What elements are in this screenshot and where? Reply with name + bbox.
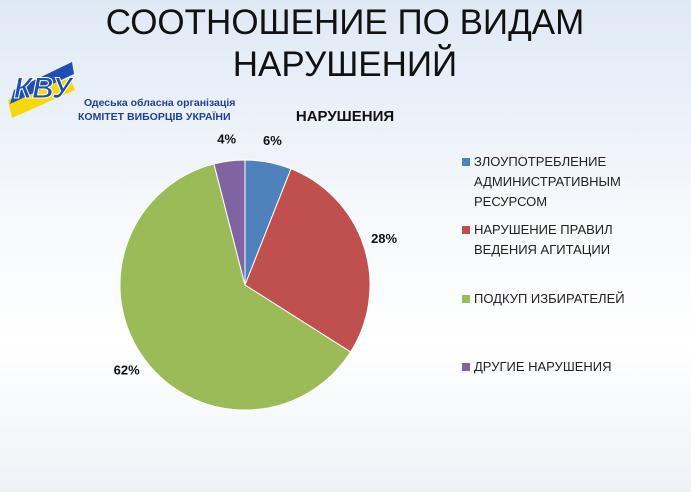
legend-swatch bbox=[462, 226, 470, 234]
legend-item: ПОДКУП ИЗБИРАТЕЛЕЙ bbox=[462, 289, 674, 309]
legend-item: ЗЛОУПОТРЕБЛЕНИЕ АДМИНИСТРАТИВНЫМ РЕСУРСО… bbox=[462, 152, 674, 212]
legend-item: НАРУШЕНИЕ ПРАВИЛ ВЕДЕНИЯ АГИТАЦИИ bbox=[462, 220, 674, 260]
legend-swatch bbox=[462, 363, 470, 371]
data-label: 4% bbox=[217, 131, 236, 146]
logo-stripe bbox=[10, 62, 74, 104]
legend-swatch bbox=[462, 295, 470, 303]
legend-label: ПОДКУП ИЗБИРАТЕЛЕЙ bbox=[474, 291, 625, 306]
data-label: 28% bbox=[371, 231, 397, 246]
legend-label: НАРУШЕНИЕ ПРАВИЛ ВЕДЕНИЯ АГИТАЦИИ bbox=[474, 222, 613, 257]
slide-title: СООТНОШЕНИЕ ПО ВИДАМ НАРУШЕНИЙ bbox=[105, 3, 585, 84]
legend-item: ДРУГИЕ НАРУШЕНИЯ bbox=[462, 357, 674, 377]
data-label: 62% bbox=[114, 362, 140, 377]
legend-label: ЗЛОУПОТРЕБЛЕНИЕ АДМИНИСТРАТИВНЫМ РЕСУРСО… bbox=[474, 154, 621, 209]
logo-stripe bbox=[8, 78, 75, 118]
logo: КВУ Одеська обласна організація КОМІТЕТ … bbox=[8, 62, 235, 123]
pie-slice bbox=[244, 168, 371, 353]
data-label: 6% bbox=[263, 133, 282, 148]
pie-slice bbox=[213, 159, 246, 286]
legend-label: ДРУГИЕ НАРУШЕНИЯ bbox=[474, 359, 612, 374]
chart-title: НАРУШЕНИЯ bbox=[295, 108, 395, 125]
legend-swatch bbox=[462, 158, 470, 166]
pie-slice bbox=[119, 163, 352, 411]
logo-text: КОМІТЕТ ВИБОРЦІВ УКРАЇНИ bbox=[78, 110, 231, 123]
logo-text: Одеська обласна організація bbox=[84, 97, 235, 109]
logo-mark: КВУ bbox=[14, 72, 75, 105]
